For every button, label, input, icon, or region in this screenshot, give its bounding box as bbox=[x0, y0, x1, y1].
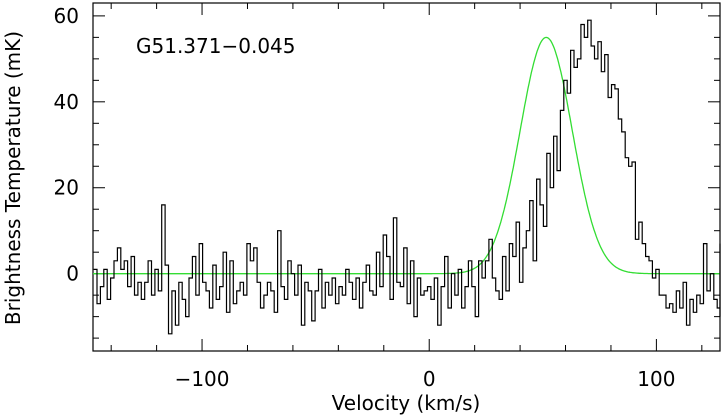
y-tick-label: 20 bbox=[54, 176, 79, 200]
x-axis-label: Velocity (km/s) bbox=[332, 391, 481, 415]
gaussian-fit-line bbox=[93, 36, 720, 275]
spectrum-step-line bbox=[93, 19, 721, 335]
x-tick-label: −100 bbox=[175, 367, 230, 391]
source-label: G51.371−0.045 bbox=[136, 34, 296, 58]
x-tick-label: 100 bbox=[637, 367, 675, 391]
y-axis-label: Brightness Temperature (mK) bbox=[1, 31, 25, 325]
y-tick-label: 40 bbox=[54, 90, 79, 114]
plot-frame bbox=[92, 2, 721, 352]
tick-labels: −100 0 100 0 20 40 60 bbox=[54, 4, 676, 391]
tick-marks bbox=[93, 3, 720, 351]
x-tick-label: 0 bbox=[423, 367, 436, 391]
y-tick-label: 60 bbox=[54, 4, 79, 28]
y-tick-label: 0 bbox=[66, 262, 79, 286]
